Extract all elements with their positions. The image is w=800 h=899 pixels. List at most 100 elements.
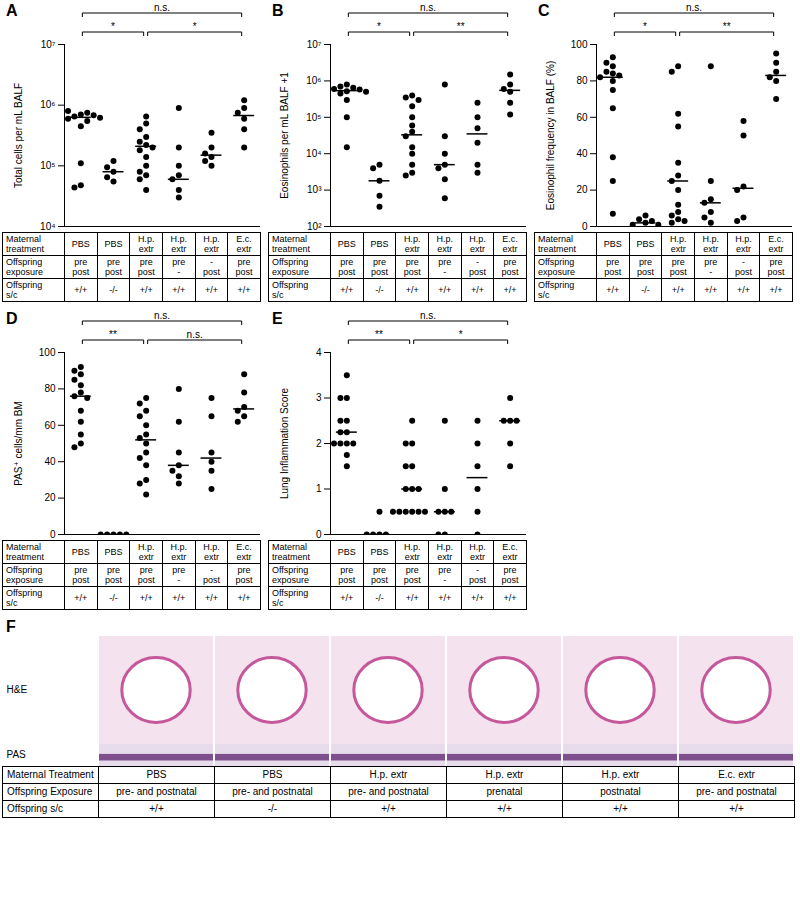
- html-text:H.p. extr: H.p. extr: [485, 769, 524, 780]
- svg-text:40: 40: [576, 148, 588, 159]
- svg-text:n.s.: n.s.: [154, 2, 170, 13]
- html-text:pre- and postnatal: pre- and postnatal: [116, 786, 197, 797]
- svg-text:*: *: [459, 329, 463, 340]
- html-text:PBS: PBS: [337, 239, 356, 249]
- html-text:pre: pre: [74, 257, 88, 267]
- html-text:Offspring: Offspring: [6, 280, 43, 290]
- html-text:pre- and postnatal: pre- and postnatal: [348, 786, 429, 797]
- html-text:pre- and postnatal: pre- and postnatal: [696, 786, 777, 797]
- svg-text:10⁴: 10⁴: [306, 148, 321, 159]
- html-text:H.p. extr: H.p. extr: [369, 769, 408, 780]
- html-text:Offspring Exposure: Offspring Exposure: [7, 786, 93, 797]
- svg-text:Eosinophils per mL BALF +1: Eosinophils per mL BALF +1: [279, 72, 290, 199]
- svg-text:10²: 10²: [307, 221, 322, 232]
- html-text:E.c.: E.c.: [236, 234, 252, 244]
- html-text:post: post: [105, 267, 122, 277]
- svg-text:80: 80: [576, 75, 588, 86]
- html-text:PBS: PBS: [262, 769, 283, 780]
- html-text:exposure: exposure: [6, 267, 43, 277]
- html-text:extr: extr: [171, 244, 187, 254]
- svg-text:0: 0: [582, 221, 588, 232]
- svg-text:80: 80: [44, 383, 56, 394]
- svg-text:10⁵: 10⁵: [40, 160, 55, 171]
- html-text:E: E: [272, 310, 283, 327]
- html-text:extr: extr: [138, 244, 154, 254]
- html-text:PBS: PBS: [71, 239, 90, 249]
- svg-text:*: *: [377, 21, 381, 32]
- html-text:post: post: [72, 267, 90, 277]
- html-text:E.c. extr: E.c. extr: [718, 769, 755, 780]
- html-text:pre: pre: [172, 257, 186, 267]
- html-text:Maternal Treatment: Maternal Treatment: [7, 769, 94, 780]
- html-text:Offspring s/c: Offspring s/c: [7, 803, 63, 814]
- html-text:post: post: [235, 267, 253, 277]
- svg-text:PAS⁺ cells/mm BM: PAS⁺ cells/mm BM: [13, 401, 24, 486]
- html-text:pre- and postnatal: pre- and postnatal: [232, 786, 313, 797]
- html-text:pre: pre: [237, 257, 251, 267]
- svg-text:Eosinophil frequency in BALF (: Eosinophil frequency in BALF (%): [545, 61, 556, 211]
- svg-text:60: 60: [44, 420, 56, 431]
- html-text:Offspring: Offspring: [6, 257, 43, 267]
- svg-text:10⁵: 10⁵: [306, 112, 321, 123]
- svg-text:1: 1: [316, 483, 322, 494]
- svg-text:n.s.: n.s.: [154, 310, 170, 321]
- svg-text:n.s.: n.s.: [686, 2, 702, 13]
- html-text:postnatal: postnatal: [600, 786, 641, 797]
- svg-text:100: 100: [39, 347, 56, 358]
- svg-text:**: **: [375, 329, 383, 340]
- html-text:H&E: H&E: [6, 684, 28, 695]
- svg-text:10⁶: 10⁶: [306, 75, 321, 86]
- html-text:A: A: [6, 2, 18, 19]
- svg-text:10⁷: 10⁷: [41, 39, 56, 50]
- html-text:H.p.: H.p.: [203, 234, 220, 244]
- html-text:B: B: [272, 2, 284, 19]
- svg-text:**: **: [109, 329, 117, 340]
- svg-text:10⁴: 10⁴: [40, 221, 55, 232]
- html-text:treatment: treatment: [6, 244, 44, 254]
- svg-text:n.s.: n.s.: [187, 329, 203, 340]
- svg-text:Lung Inflammation Score: Lung Inflammation Score: [279, 387, 290, 499]
- html-text:C: C: [538, 2, 550, 19]
- svg-text:100: 100: [571, 39, 588, 50]
- html-text:PBS: PBS: [370, 239, 389, 249]
- svg-text:10⁶: 10⁶: [40, 99, 55, 110]
- svg-text:*: *: [643, 21, 647, 32]
- svg-text:2: 2: [316, 438, 322, 449]
- svg-text:*: *: [111, 21, 115, 32]
- svg-text:n.s.: n.s.: [420, 310, 436, 321]
- svg-text:Total cells per mL BALF: Total cells per mL BALF: [13, 83, 24, 188]
- html-text:Maternal: Maternal: [6, 234, 41, 244]
- svg-text:10³: 10³: [307, 184, 322, 195]
- html-text:pre: pre: [107, 257, 120, 267]
- html-text:extr: extr: [203, 244, 219, 254]
- html-text:D: D: [6, 310, 18, 327]
- html-text:PBS: PBS: [146, 769, 167, 780]
- html-text:post: post: [137, 267, 155, 277]
- svg-text:n.s.: n.s.: [420, 2, 436, 13]
- svg-text:60: 60: [576, 112, 588, 123]
- html-text:pre: pre: [139, 257, 153, 267]
- svg-text:4: 4: [316, 347, 322, 358]
- html-text:H.p.: H.p.: [403, 234, 421, 244]
- html-text:extr: extr: [236, 244, 252, 254]
- html-text:Maternal: Maternal: [272, 234, 307, 244]
- html-text:prenatal: prenatal: [486, 786, 523, 797]
- html-text:PBS: PBS: [104, 239, 123, 249]
- html-text:s/c: s/c: [6, 290, 18, 300]
- svg-text:*: *: [193, 21, 197, 32]
- svg-text:**: **: [723, 21, 731, 32]
- html-text:post: post: [202, 267, 220, 277]
- svg-text:**: **: [457, 21, 465, 32]
- svg-text:3: 3: [316, 392, 322, 403]
- html-text:H.p.: H.p.: [137, 234, 155, 244]
- svg-text:10⁷: 10⁷: [307, 39, 322, 50]
- svg-text:20: 20: [44, 492, 56, 503]
- svg-text:40: 40: [44, 456, 56, 467]
- svg-text:0: 0: [50, 529, 56, 540]
- html-text:PAS: PAS: [6, 749, 26, 760]
- svg-text:20: 20: [576, 184, 588, 195]
- html-text:H.p.: H.p.: [170, 234, 187, 244]
- html-text:treatment: treatment: [272, 244, 310, 254]
- html-text:H.p. extr: H.p. extr: [601, 769, 640, 780]
- svg-text:0: 0: [316, 529, 322, 540]
